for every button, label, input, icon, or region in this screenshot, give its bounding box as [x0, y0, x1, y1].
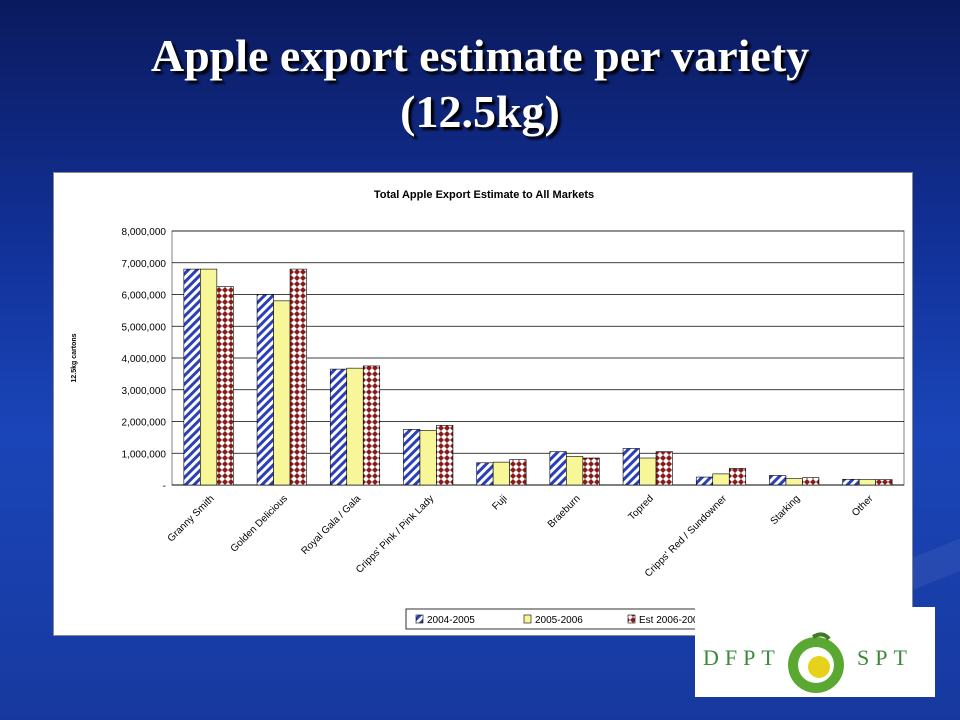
legend-label: Est 2006-2007	[639, 615, 704, 626]
apple-logo-icon	[788, 632, 844, 693]
bar-0	[403, 429, 421, 486]
bar-1	[492, 461, 510, 486]
y-tick-label: 6,000,000	[122, 291, 167, 302]
bar-2	[289, 268, 307, 486]
y-tick-label: 1,000,000	[122, 449, 167, 460]
y-tick-label: -	[163, 481, 166, 492]
bar-1	[858, 479, 876, 486]
slide-title-line1: Apple export estimate per variety	[150, 30, 810, 81]
x-tick-label: Cripps' Pink / Pink Lady	[354, 493, 436, 575]
x-tick-label: Fuji	[490, 493, 509, 512]
bar-1	[639, 457, 657, 486]
x-tick-label: Golden Delicious	[229, 493, 290, 554]
bar-0	[256, 294, 274, 486]
bar-2	[436, 425, 454, 486]
bar-0	[183, 268, 201, 486]
bar-2	[582, 457, 600, 486]
y-tick-label: 7,000,000	[122, 259, 167, 270]
slide-title-line2: (12.5kg)	[400, 86, 560, 137]
slide-title: Apple export estimate per variety (12.5k…	[0, 28, 960, 140]
x-tick-label: Granny Smith	[166, 493, 217, 544]
x-tick-label: Royal Gala / Gala	[300, 493, 364, 557]
bar-1	[785, 478, 803, 486]
bar-1	[346, 367, 364, 486]
bar-0	[769, 475, 787, 486]
bar-2	[362, 365, 381, 486]
legend-swatch	[415, 614, 424, 624]
bar-2	[655, 451, 673, 486]
bar-2	[216, 286, 234, 486]
bar-chart: Total Apple Export Estimate to All Marke…	[71, 189, 905, 630]
y-tick-label: 4,000,000	[122, 354, 167, 365]
bar-2	[875, 479, 893, 486]
chart-panel: Total Apple Export Estimate to All Marke…	[53, 172, 913, 636]
x-tick-label: Braeburn	[546, 493, 583, 530]
y-tick-label: 5,000,000	[122, 322, 167, 333]
bar-2	[509, 459, 527, 486]
y-axis-label: 12.5kg cartons	[71, 333, 78, 382]
bar-2	[728, 468, 747, 486]
bar-0	[695, 476, 714, 486]
bar-0	[622, 448, 640, 486]
bar-1	[200, 268, 218, 486]
x-tick-label: Starking	[769, 493, 803, 527]
legend-swatch	[627, 614, 636, 624]
bar-0	[329, 368, 348, 486]
x-tick-label: Other	[850, 493, 876, 519]
bar-1	[419, 430, 437, 486]
y-tick-label: 2,000,000	[122, 418, 167, 429]
legend-swatch	[523, 614, 532, 624]
x-tick-label: Topred	[627, 493, 656, 522]
y-tick-label: 3,000,000	[122, 386, 167, 397]
logo-text-right: SPT	[857, 645, 913, 670]
bar-0	[549, 451, 567, 486]
bar-0	[842, 478, 860, 486]
legend-label: 2004-2005	[427, 615, 475, 626]
bar-1	[273, 300, 291, 486]
legend-label: 2005-2006	[535, 615, 583, 626]
bar-1	[712, 473, 730, 486]
logo-box: DFPT SPT	[695, 607, 935, 697]
logo-text-left: DFPT	[703, 645, 781, 670]
bar-2	[802, 477, 820, 486]
chart-title: Total Apple Export Estimate to All Marke…	[374, 189, 594, 201]
x-tick-label: Cripps' Red / Sundowner	[643, 493, 730, 580]
bar-0	[476, 462, 494, 486]
y-tick-label: 8,000,000	[122, 227, 167, 238]
bar-1	[566, 456, 584, 486]
